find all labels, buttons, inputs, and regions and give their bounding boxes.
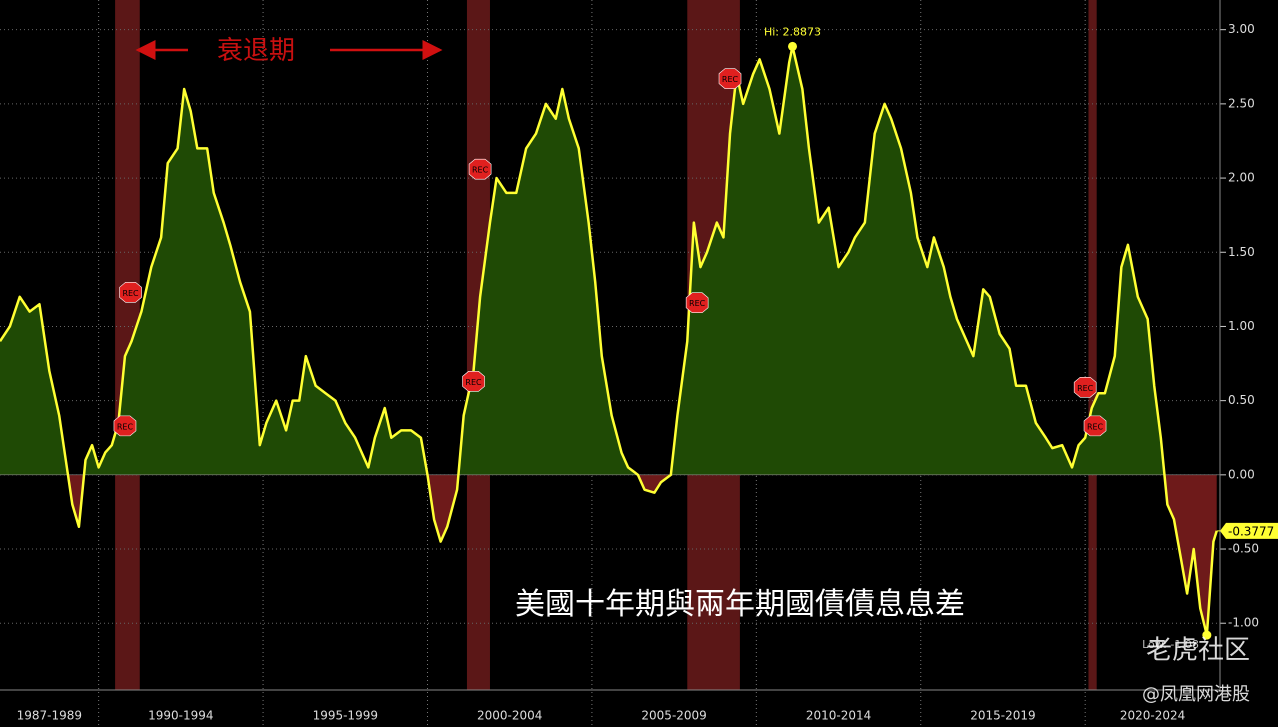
rec-marker: [468, 158, 492, 180]
rec-label: REC: [122, 289, 139, 298]
watermark: @凤凰网港股: [1142, 684, 1250, 705]
line: [0, 45, 1218, 637]
y-tick-label: 2.00: [1228, 171, 1255, 185]
rec-marker: [1083, 415, 1107, 437]
rec-marker: [718, 68, 742, 89]
rec-label: REC: [1077, 384, 1094, 393]
x-tick-label: 2015-2019: [970, 709, 1035, 723]
rec-marker: [462, 371, 485, 392]
y-tick-label: 1.50: [1228, 245, 1255, 259]
last-value-label: -0.3777: [1228, 524, 1274, 538]
rec-marker: [113, 415, 137, 437]
recession-band: [1088, 0, 1097, 690]
y-tick-label: -0.50: [1228, 542, 1259, 556]
rec-marker: [1073, 376, 1097, 398]
x-tick-label: 2000-2004: [477, 709, 542, 723]
chart-title: 美國十年期與兩年期國債債息息差: [515, 587, 965, 622]
rec-label: REC: [689, 299, 706, 308]
low-label: Low: -1.08: [1142, 638, 1199, 651]
rec-label: REC: [722, 75, 739, 84]
hi-marker: [788, 41, 798, 51]
last-tag: [1220, 522, 1278, 539]
y-tick-label: 2.50: [1228, 96, 1255, 110]
rec-label: REC: [117, 422, 134, 431]
y-tick-label: 0.00: [1228, 467, 1255, 481]
y-tick-label: 1.00: [1228, 319, 1255, 333]
x-tick-label: 1990-1994: [148, 709, 213, 723]
annotation: 衰退期: [217, 36, 295, 66]
watermark: 老虎社区: [1146, 636, 1250, 666]
low-marker: [1202, 630, 1212, 640]
x-tick-label: 2010-2014: [806, 709, 871, 723]
rec-label: REC: [1087, 422, 1104, 431]
rec-marker: [685, 292, 709, 314]
y-tick-label: 0.50: [1228, 393, 1255, 407]
rec-marker: [119, 282, 142, 303]
x-tick-label: 1987-1989: [17, 709, 82, 723]
y-tick-label: 3.00: [1228, 22, 1255, 36]
x-tick-label: 2005-2009: [641, 709, 706, 723]
hi-label: Hi: 2.8873: [764, 25, 821, 38]
x-tick-label: 2020-2024: [1120, 709, 1185, 723]
x-tick-label: 1995-1999: [313, 709, 378, 723]
rec-label: REC: [465, 378, 482, 387]
y-tick-label: -1.00: [1228, 616, 1259, 630]
rec-label: REC: [472, 166, 489, 175]
